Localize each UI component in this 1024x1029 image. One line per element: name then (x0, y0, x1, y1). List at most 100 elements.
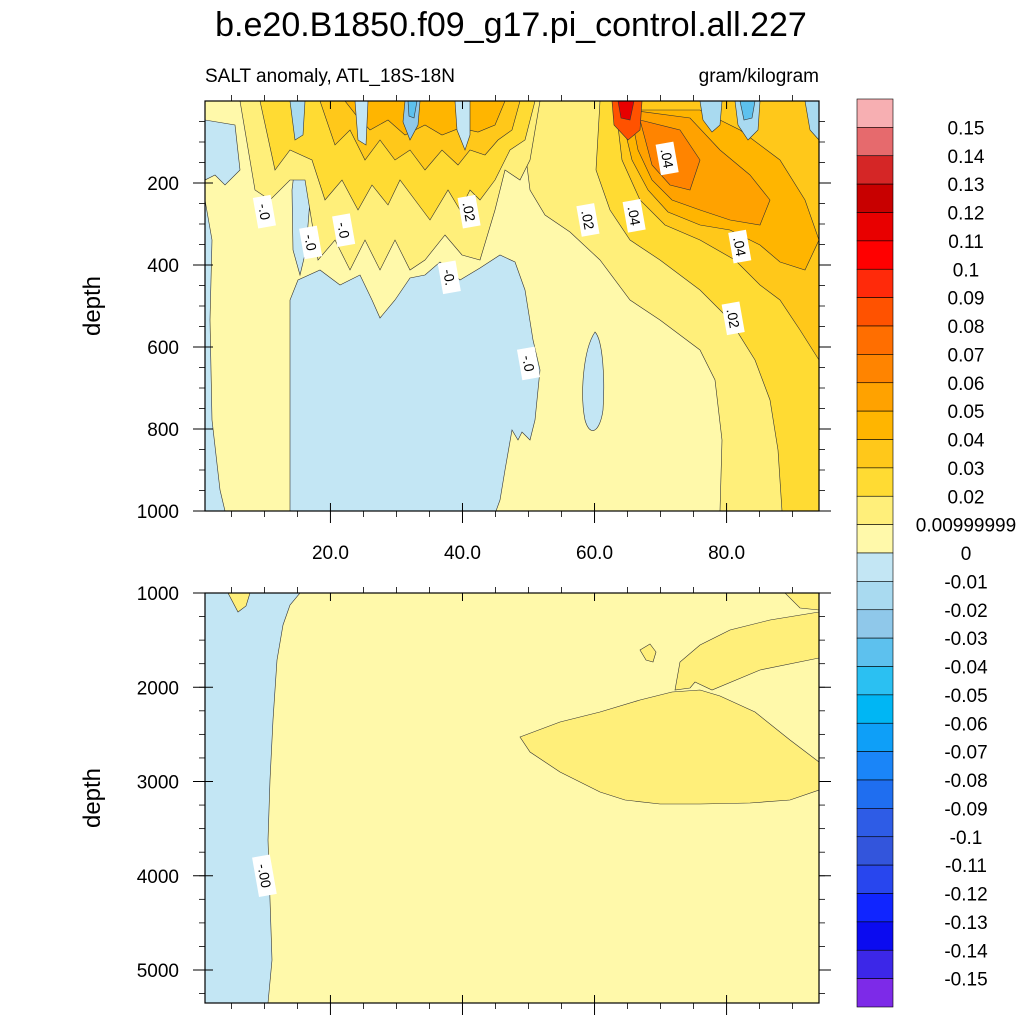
contour-label: -.0 (252, 194, 276, 229)
contour-label-text: -.0 (519, 354, 538, 373)
colorbar: 0.15 0.14 0.13 0.12 0.11 0.1 0.09 0.08 0.07 0.06 0… (856, 98, 1016, 1008)
colorbar-label: -0.04 (944, 658, 988, 679)
upper-contour-labels: -.0 -.0 -.0 .02 -0. .02 .04 .04 .04 .02 -.0 (252, 141, 752, 381)
colorbar-label: 0.09 (948, 289, 985, 310)
colorbar-label: 0.12 (948, 204, 985, 225)
colorbar-label: -0.14 (944, 941, 988, 962)
upper-negative-plume-2 (407, 101, 418, 119)
contour-label-text: -.0 (334, 221, 353, 240)
colorbar-swatch (856, 864, 894, 894)
colorbar-label: 0 (961, 544, 972, 565)
colorbar-swatch (856, 921, 894, 951)
upper-positive-0-09-right (617, 101, 635, 121)
colorbar-swatch (856, 609, 894, 639)
contour-label: -.00 (252, 854, 277, 898)
y-tick-label: 800 (147, 420, 179, 441)
colorbar-swatch (856, 127, 894, 157)
x-tick-label: 60.0 (576, 543, 613, 564)
upper-negative-plume-8 (354, 101, 369, 146)
upper-negative-plume-6 (804, 101, 819, 141)
lower-ylabel: depth (79, 768, 106, 828)
colorbar-label: -0.08 (944, 771, 987, 792)
contour-label: -.0 (332, 213, 356, 247)
colorbar-swatch (856, 354, 894, 384)
colorbar-swatch (856, 495, 894, 525)
upper-negative-left-deep (205, 199, 226, 511)
contour-label-text: -0. (440, 268, 459, 287)
lower-contour-labels: -.00 (252, 854, 277, 898)
lower-positive-wedge (674, 611, 819, 691)
colorbar-label: -0.06 (944, 714, 987, 735)
colorbar-swatch (856, 637, 894, 667)
colorbar-swatch (856, 439, 894, 469)
contour-label: -0. (437, 260, 461, 295)
contour-label-text: .04 (625, 205, 644, 227)
upper-ylabel: depth (79, 276, 106, 336)
contour-label-text: -.00 (254, 862, 274, 889)
colorbar-swatch (856, 410, 894, 440)
colorbar-swatch (856, 268, 894, 298)
lower-plot-frame (204, 592, 820, 1004)
colorbar-swatch (856, 779, 894, 809)
colorbar-swatch (856, 694, 894, 724)
colorbar-label: -0.15 (944, 970, 987, 991)
colorbar-label: -0.09 (944, 799, 987, 820)
colorbar-label: 0.1 (953, 260, 979, 281)
lower-panel: 1000 2000 3000 4000 5000 -.00 depth (79, 584, 831, 1015)
contour-label: .04 (655, 141, 679, 176)
upper-negative-plume-5 (699, 101, 723, 133)
colorbar-label: -0.11 (945, 856, 987, 877)
colorbar-swatch (856, 893, 894, 923)
contour-label: .04 (622, 198, 646, 233)
contour-label-box (655, 141, 679, 176)
colorbar-swatch (856, 808, 894, 838)
contour-label-text: .04 (730, 236, 749, 258)
lower-field (205, 593, 819, 1003)
lower-positive-lobe (519, 689, 819, 805)
contour-label-box (252, 854, 277, 898)
colorbar-label: 0.00999999 (916, 516, 1016, 537)
contour-label-text: .02 (724, 307, 743, 329)
colorbar-swatch (856, 325, 894, 355)
colorbar-label: -0.02 (944, 601, 987, 622)
colorbar-label: -0.1 (950, 828, 983, 849)
colorbar-swatch (856, 98, 894, 128)
colorbar-label: 0.13 (948, 175, 985, 196)
lower-axis-ticks: 1000 2000 3000 4000 5000 (137, 584, 831, 1015)
colorbar-label: 0.08 (948, 317, 985, 338)
contour-label-box (437, 260, 461, 295)
contour-label-box (252, 194, 276, 229)
contour-label-text: .04 (658, 147, 677, 169)
y-tick-label: 4000 (137, 867, 179, 888)
upper-negative-plume-3 (734, 101, 761, 141)
colorbar-swatch (856, 949, 894, 979)
y-tick-label: 3000 (137, 773, 179, 794)
upper-negative-plume-1 (402, 101, 421, 141)
upper-axis-ticks: 20.0 40.0 60.0 80.0 200 400 600 800 1000 (137, 95, 831, 564)
lower-positive-top-2 (784, 593, 819, 611)
colorbar-label: 0.04 (948, 431, 985, 452)
contour-label: .02 (721, 301, 745, 336)
colorbar-label: 0.07 (948, 345, 985, 366)
colorbar-label: 0.05 (948, 402, 985, 423)
contour-label-text: -.0 (301, 233, 320, 252)
contour-label: -.0 (299, 225, 323, 260)
colorbar-label: -0.13 (944, 913, 987, 934)
colorbar-swatch (856, 297, 894, 327)
contour-label-text: .02 (460, 201, 479, 223)
colorbar-swatch (856, 978, 894, 1008)
colorbar-swatch (856, 722, 894, 752)
contour-label-box (457, 194, 481, 229)
upper-negative-region (289, 254, 541, 511)
colorbar-label: 0.06 (948, 374, 985, 395)
colorbar-label: 0.11 (948, 232, 984, 253)
colorbar-swatch (856, 524, 894, 554)
colorbar-swatch (856, 666, 894, 696)
colorbar-swatch (856, 581, 894, 611)
colorbar-swatch (856, 467, 894, 497)
x-tick-label: 40.0 (444, 543, 481, 564)
upper-negative-plume-4 (739, 101, 756, 121)
contour-label: .02 (576, 203, 600, 237)
upper-negative-bubble (582, 331, 605, 431)
